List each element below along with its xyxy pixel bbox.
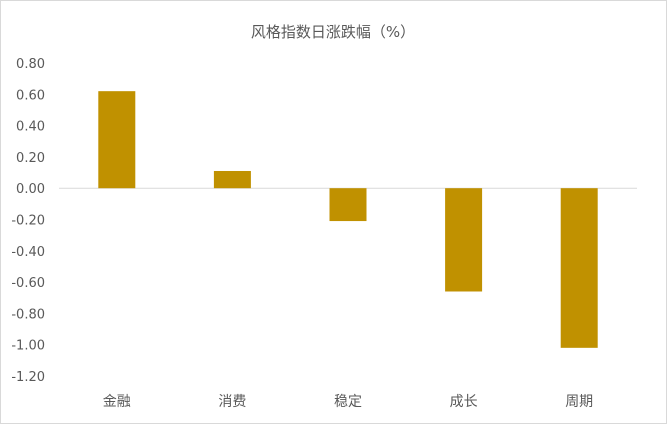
x-category-label: 成长: [450, 394, 478, 410]
y-axis-tick-labels: 0.80 0.60 0.40 0.20 0.00 -0.20 -0.40 -0.60 -0.80…: [11, 57, 45, 385]
y-tick-label: -0.60: [11, 276, 45, 291]
chart-title: 风格指数日涨跌幅（%）: [251, 23, 415, 41]
x-axis-category-labels: 金融 消费 稳定 成长 周期: [103, 394, 593, 410]
bar: [213, 170, 251, 189]
bar: [98, 91, 136, 189]
y-tick-label: 0.40: [16, 120, 45, 135]
y-tick-label: -0.20: [11, 214, 45, 229]
x-category-label: 消费: [218, 394, 246, 410]
y-tick-label: -0.80: [11, 307, 45, 322]
bar: [560, 188, 598, 348]
bars: [98, 91, 598, 348]
x-category-label: 稳定: [334, 394, 362, 410]
bar: [329, 188, 367, 222]
y-tick-label: -1.20: [11, 370, 45, 385]
x-category-label: 金融: [103, 394, 131, 410]
y-tick-label: 0.00: [16, 182, 45, 197]
y-tick-label: -0.40: [11, 245, 45, 260]
x-category-label: 周期: [565, 394, 593, 410]
y-tick-label: 0.80: [16, 57, 45, 72]
bar: [445, 188, 483, 292]
y-tick-label: 0.20: [16, 151, 45, 166]
y-tick-label: -1.00: [11, 339, 45, 354]
y-tick-label: 0.60: [16, 88, 45, 103]
